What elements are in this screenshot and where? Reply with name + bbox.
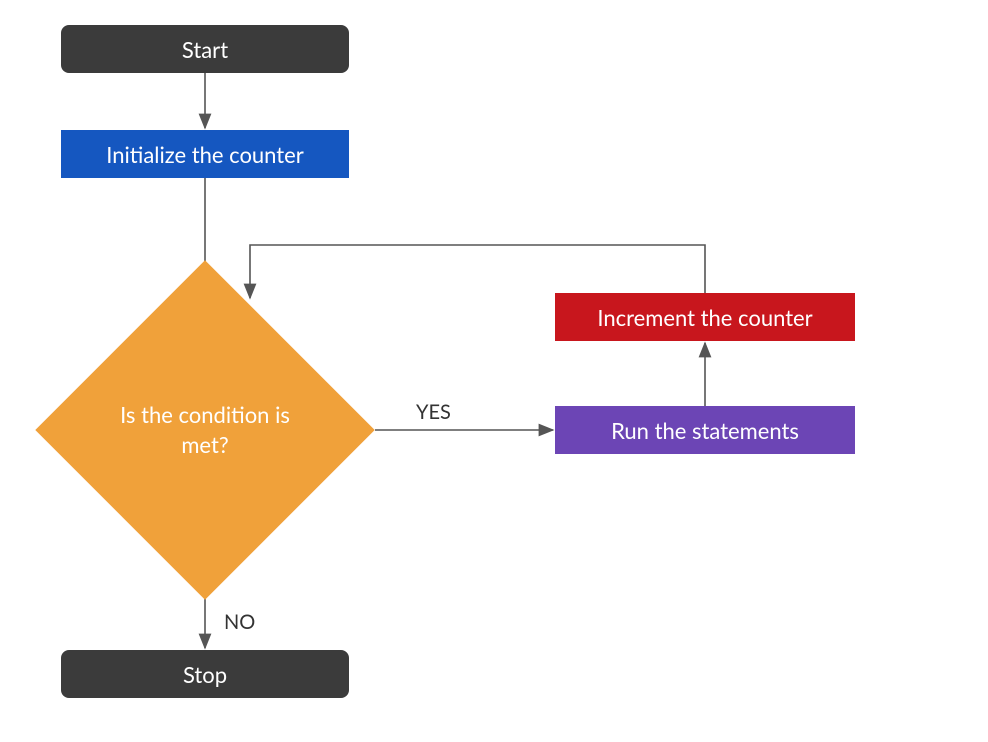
node-run: Run the statements	[555, 406, 855, 454]
node-init: Initialize the counter	[61, 130, 349, 178]
edge-label-no: NO	[224, 610, 255, 634]
node-stop-label: Stop	[183, 661, 227, 688]
node-init-label: Initialize the counter	[106, 141, 304, 168]
node-run-label: Run the statements	[611, 417, 799, 444]
edge-label-yes: YES	[416, 400, 451, 424]
node-start: Start	[61, 25, 349, 73]
node-cond-label: Is the condition is met?	[115, 400, 295, 459]
node-start-label: Start	[182, 36, 228, 63]
node-inc-label: Increment the counter	[597, 304, 812, 331]
node-inc: Increment the counter	[555, 293, 855, 341]
node-cond: Is the condition is met?	[85, 310, 325, 550]
edge-inc-cond	[250, 245, 705, 298]
node-stop: Stop	[61, 650, 349, 698]
